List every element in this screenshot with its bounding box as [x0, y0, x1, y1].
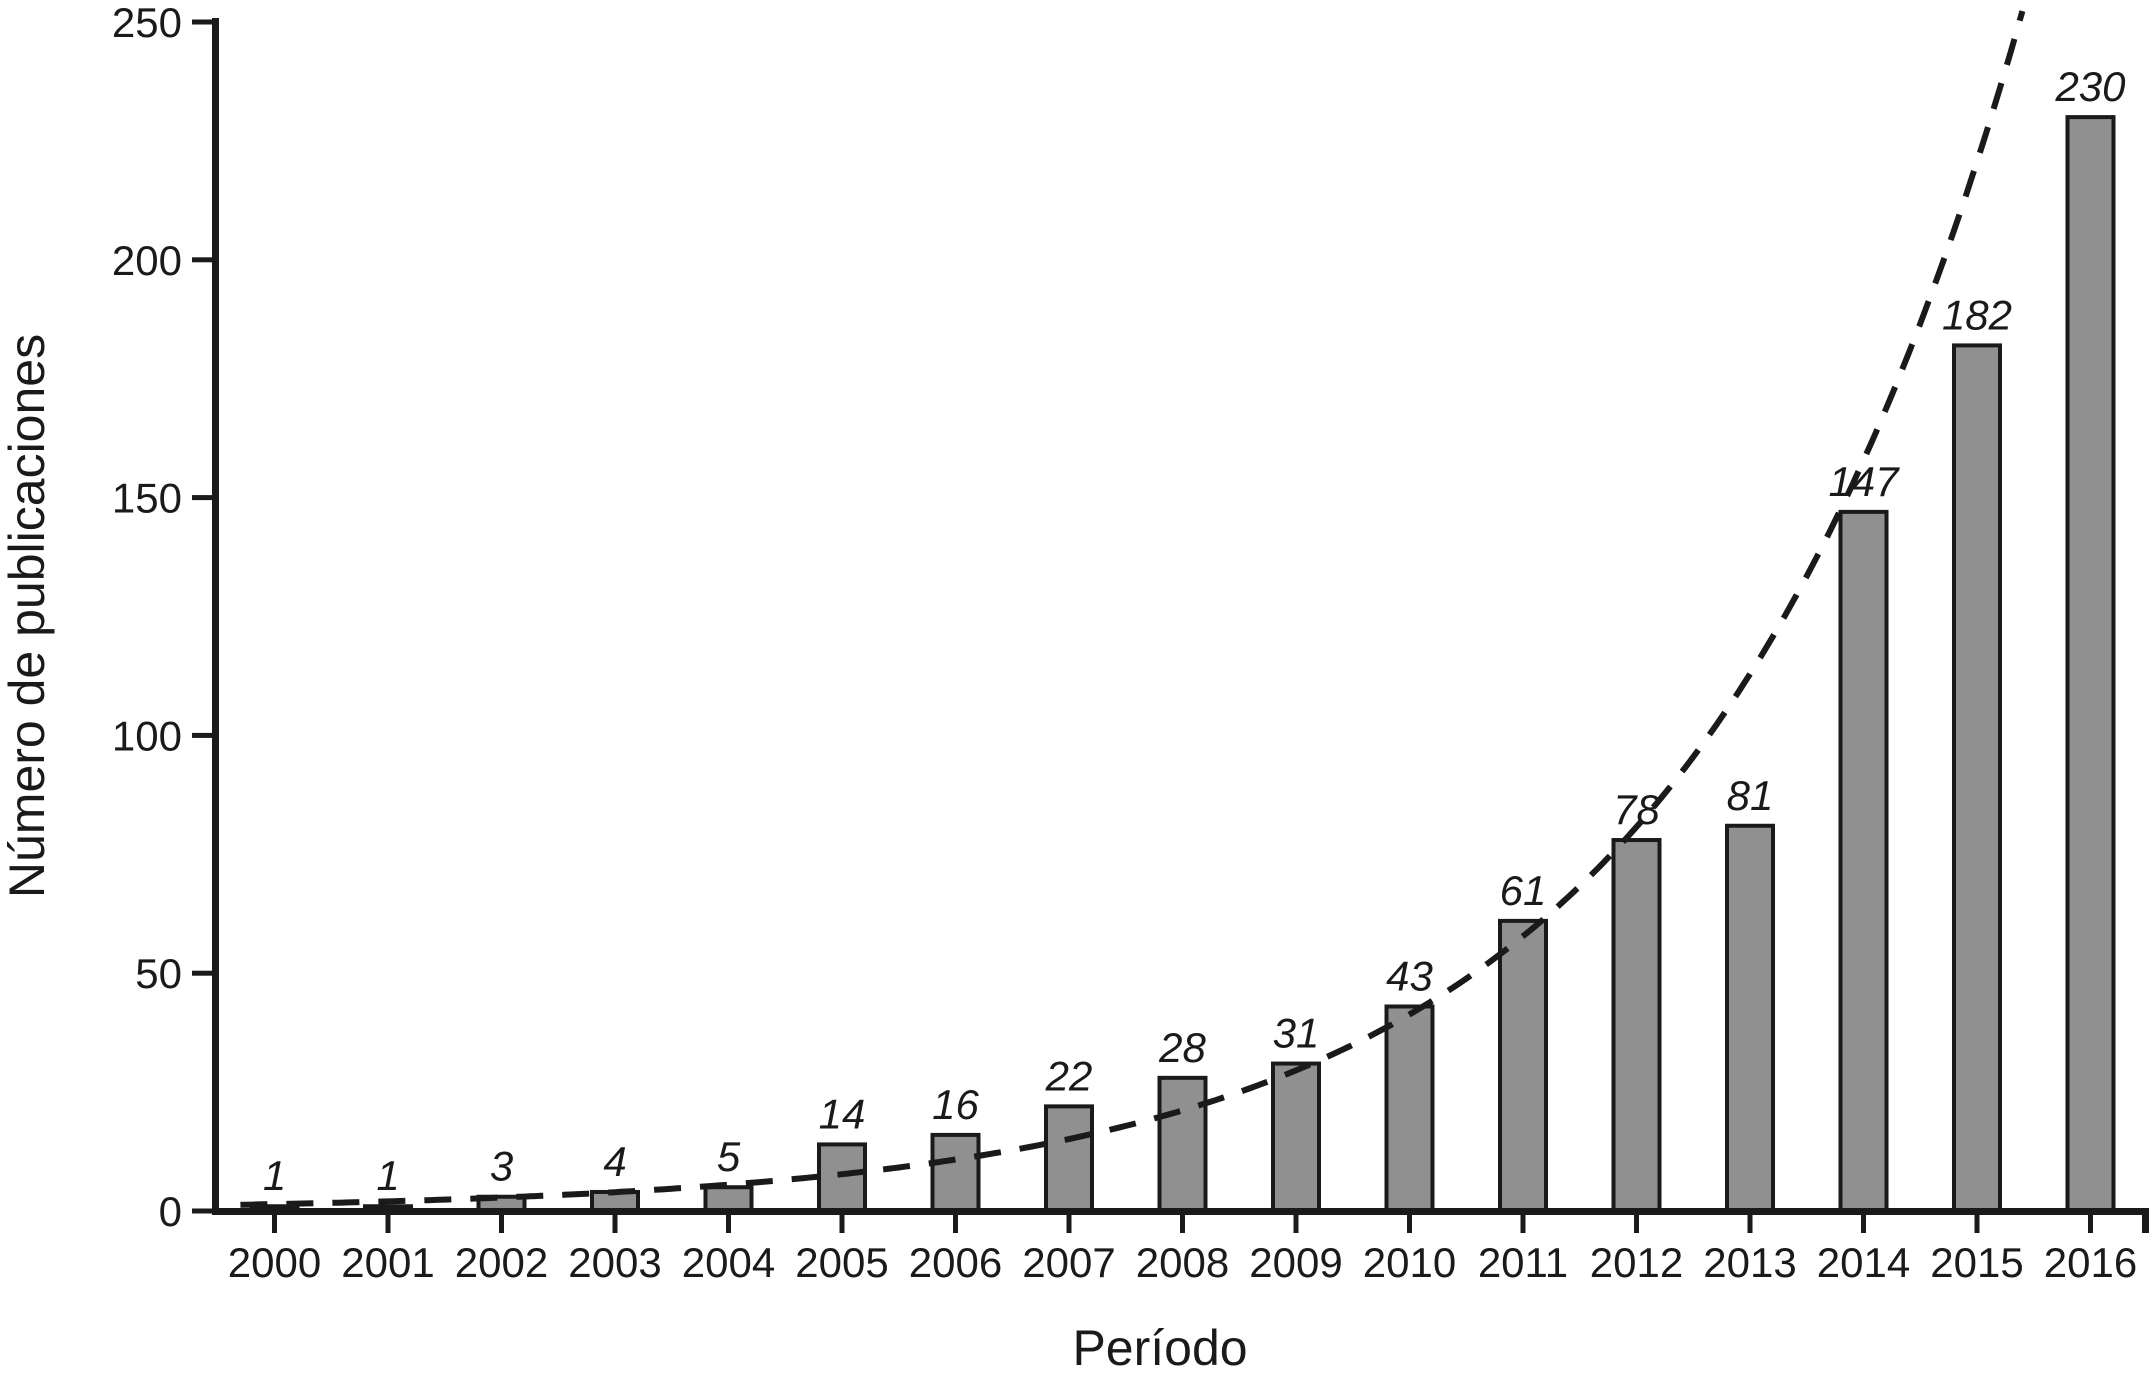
y-tick-200	[192, 257, 215, 263]
y-axis-line	[212, 18, 219, 1215]
x-tick-2011	[1520, 1215, 1526, 1233]
bar-2010	[1384, 1004, 1435, 1215]
value-label-2002: 3	[490, 1143, 513, 1190]
x-tick-label-2011: 2011	[1478, 1239, 1568, 1286]
x-tick-label-2012: 2012	[1590, 1239, 1683, 1286]
x-tick-label-2006: 2006	[909, 1239, 1002, 1286]
value-label-2010: 43	[1386, 952, 1433, 999]
value-label-2009: 31	[1273, 1010, 1320, 1057]
x-tick-label-2009: 2009	[1249, 1239, 1342, 1286]
y-tick-50	[192, 970, 215, 976]
value-label-2011: 61	[1500, 867, 1547, 914]
x-tick-2010	[1407, 1215, 1412, 1233]
value-label-2016: 230	[2054, 63, 2126, 110]
bar-2014	[1838, 509, 1889, 1216]
bar-2016	[2065, 115, 2116, 1216]
bar-2006	[930, 1132, 981, 1216]
value-label-2006: 16	[932, 1081, 979, 1128]
value-label-2013: 81	[1727, 772, 1774, 819]
x-tick-label-2008: 2008	[1136, 1239, 1229, 1286]
y-axis-tick-labels: 0 50 100 150 200 250	[112, 0, 182, 1235]
x-tick-label-2015: 2015	[1930, 1239, 2023, 1286]
y-axis-ticks	[192, 19, 215, 1214]
y-tick-250	[192, 19, 215, 25]
bar-2011	[1498, 918, 1548, 1215]
bar-2012	[1611, 838, 1662, 1215]
x-tick-label-2000: 2000	[228, 1239, 321, 1286]
y-tick-150	[192, 495, 215, 501]
value-label-2014: 147	[1828, 458, 1900, 505]
x-tick-2004	[726, 1215, 731, 1233]
value-label-2000: 1	[263, 1152, 286, 1199]
value-label-2004: 5	[717, 1133, 741, 1180]
bar-2015	[1952, 343, 2002, 1215]
x-tick-2006	[953, 1215, 958, 1233]
value-label-2003: 4	[603, 1138, 626, 1185]
x-tick-label-2016: 2016	[2044, 1239, 2137, 1286]
x-axis-end-tick	[2142, 1208, 2149, 1233]
y-axis-title: Número de publicaciones	[0, 334, 55, 898]
x-tick-label-2014: 2014	[1817, 1239, 1910, 1286]
y-tick-label-150: 150	[112, 475, 182, 522]
value-label-2015: 182	[1942, 291, 2012, 338]
x-tick-label-2002: 2002	[455, 1239, 548, 1286]
y-tick-0	[192, 1208, 215, 1214]
x-axis-tick-labels: 2000 2001 2002 2003 2004 2005 2006 2007 2008 2009…	[228, 1239, 2137, 1286]
y-tick-label-50: 50	[135, 950, 182, 997]
y-tick-100	[192, 732, 215, 738]
x-tick-label-2007: 2007	[1022, 1239, 1115, 1286]
bar-2008	[1157, 1075, 1208, 1216]
x-tick-label-2013: 2013	[1703, 1239, 1796, 1286]
x-tick-2002	[499, 1215, 504, 1233]
bar-2005	[817, 1142, 867, 1216]
x-axis-ticks	[272, 1215, 2093, 1233]
x-tick-2005	[839, 1215, 845, 1233]
x-tick-label-2005: 2005	[795, 1239, 888, 1286]
bar-2013	[1725, 823, 1775, 1215]
x-tick-2007	[1066, 1215, 1072, 1233]
x-tick-2000	[272, 1215, 277, 1233]
x-tick-label-2004: 2004	[682, 1239, 775, 1286]
x-tick-2009	[1293, 1215, 1299, 1233]
x-tick-label-2001: 2001	[341, 1239, 434, 1286]
x-tick-2013	[1747, 1215, 1753, 1233]
value-label-2007: 22	[1045, 1052, 1093, 1099]
y-tick-label-0: 0	[159, 1188, 182, 1235]
x-tick-2003	[612, 1215, 618, 1233]
x-tick-2015	[1974, 1215, 1980, 1233]
y-tick-label-250: 250	[112, 0, 182, 46]
value-label-2001: 1	[376, 1152, 399, 1199]
y-tick-label-100: 100	[112, 712, 182, 759]
x-tick-label-2003: 2003	[568, 1239, 661, 1286]
x-tick-2014	[1861, 1215, 1866, 1233]
bar-2009	[1271, 1061, 1321, 1215]
bar-2007	[1044, 1104, 1094, 1216]
value-label-2005: 14	[819, 1090, 866, 1137]
y-tick-label-200: 200	[112, 237, 182, 284]
trend-dashed-line	[240, 10, 2026, 1208]
bars-group	[249, 115, 2116, 1216]
x-tick-2008	[1180, 1215, 1185, 1233]
x-tick-2001	[385, 1215, 391, 1233]
x-tick-2012	[1634, 1215, 1639, 1233]
x-axis-title: Período	[1072, 1320, 1247, 1376]
value-label-2008: 28	[1158, 1024, 1206, 1071]
x-tick-2016	[2088, 1215, 2093, 1233]
x-tick-label-2010: 2010	[1363, 1239, 1456, 1286]
x-axis-line	[212, 1208, 2149, 1215]
